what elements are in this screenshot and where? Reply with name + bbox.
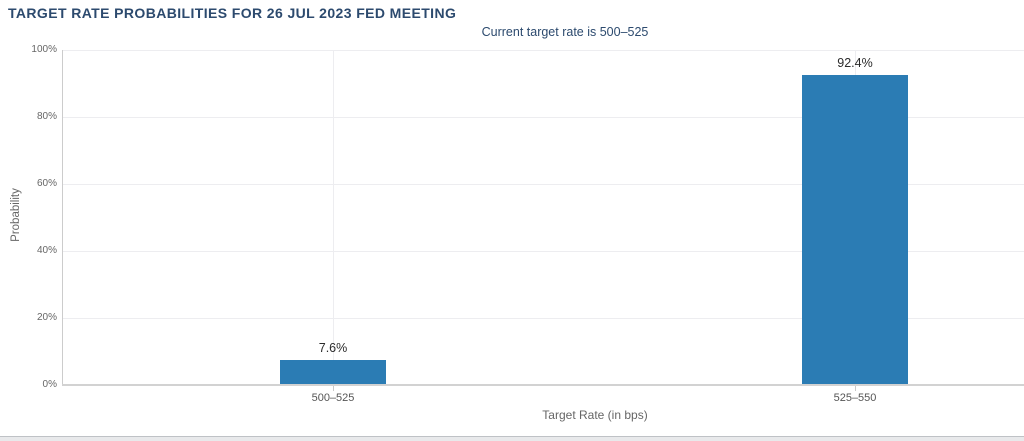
y-gridline [62, 318, 1024, 319]
y-axis-tick-label: 60% [36, 178, 57, 189]
x-axis-title: Target Rate (in bps) [542, 408, 648, 422]
y-axis-tick-label: 100% [31, 44, 57, 55]
x-axis-tick-label: 500–525 [311, 392, 355, 404]
x-axis-tick-label: 525–550 [833, 392, 877, 404]
y-axis-tick-label: 20% [36, 312, 57, 323]
chart-subtitle: Current target rate is 500–525 [481, 25, 649, 39]
y-axis-tick-label: 80% [36, 111, 57, 122]
bar-value-label: 7.6% [318, 340, 348, 355]
y-axis-tick-label: 0% [42, 379, 57, 390]
bar-value-label: 92.4% [837, 56, 873, 71]
y-gridline [62, 251, 1024, 252]
x-axis-line [62, 384, 1024, 386]
y-axis-title: Probability [10, 188, 22, 242]
y-gridline [62, 184, 1024, 185]
y-gridline [62, 50, 1024, 51]
probability-bar[interactable] [280, 359, 386, 384]
probability-bar[interactable] [802, 75, 908, 384]
chart-title: TARGET RATE PROBABILITIES FOR 26 JUL 202… [8, 5, 457, 21]
y-axis-tick-label: 40% [36, 245, 57, 256]
y-axis-line [62, 50, 63, 385]
bottom-border [0, 436, 1024, 441]
category-gridline [333, 50, 334, 385]
x-axis-tick [855, 386, 856, 391]
x-axis-tick [333, 386, 334, 391]
y-gridline [62, 117, 1024, 118]
